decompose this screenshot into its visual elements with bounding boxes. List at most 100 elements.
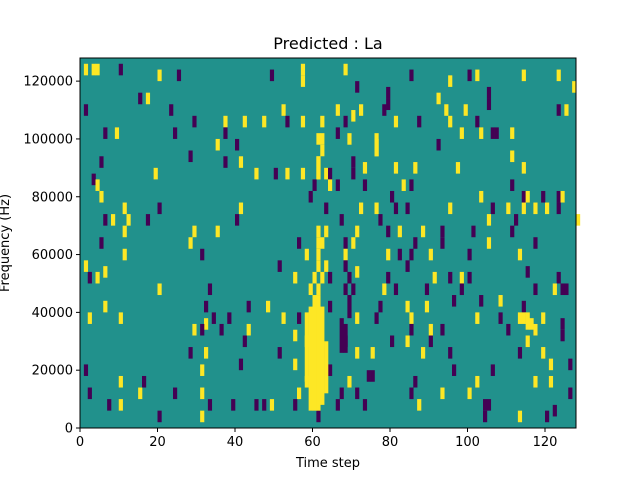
heatmap-cell	[428, 248, 433, 261]
heatmap-cell	[188, 347, 193, 359]
heatmap-cell	[432, 271, 437, 284]
heatmap-cell	[176, 69, 182, 82]
heatmap-cell	[517, 312, 523, 324]
heatmap-cell	[269, 69, 275, 82]
heatmap-cell	[355, 81, 360, 93]
heatmap-cell	[297, 312, 302, 324]
heatmap-cell	[498, 312, 503, 324]
heatmap-cell	[343, 260, 348, 272]
heatmap-cell	[525, 335, 530, 348]
heatmap-cell	[188, 237, 193, 249]
plot-area	[79, 57, 581, 429]
heatmap-band	[308, 306, 313, 411]
heatmap-cell	[362, 179, 368, 191]
heatmap-cell	[405, 202, 410, 215]
y-axis-ticks: 0 20000 40000 60000 80000 100000 120000	[23, 75, 80, 437]
heatmap-cell	[568, 358, 573, 371]
heatmap-cell	[517, 248, 523, 261]
heatmap-cell	[448, 347, 453, 359]
heatmap-cell	[351, 283, 356, 296]
heatmap-cell	[455, 162, 461, 174]
heatmap-cell	[304, 248, 309, 261]
heatmap-cell	[207, 283, 213, 296]
heatmap-cell	[308, 190, 313, 203]
heatmap-cell	[246, 300, 251, 313]
heatmap-cell	[316, 225, 321, 238]
heatmap-cell	[145, 92, 151, 105]
y-tick-label: 80000	[32, 190, 73, 205]
heatmap-cell	[467, 69, 472, 82]
heatmap-cell	[374, 202, 379, 215]
heatmap-cell	[409, 387, 414, 400]
heatmap-cell	[95, 179, 100, 191]
heatmap-cell	[436, 138, 441, 151]
heatmap-cell	[335, 127, 340, 139]
y-tick-label: 120000	[23, 75, 73, 90]
heatmap-cell	[188, 150, 193, 163]
heatmap-cell	[200, 387, 205, 400]
heatmap-cell	[242, 335, 247, 348]
heatmap-cell	[83, 260, 89, 272]
heatmap-band	[312, 295, 317, 411]
heatmap-cell	[204, 347, 209, 359]
heatmap-cell	[471, 225, 476, 238]
heatmap-cell	[517, 347, 523, 359]
heatmap-cell	[378, 214, 383, 226]
heatmap-cell	[83, 104, 89, 116]
heatmap-cell	[386, 248, 391, 261]
heatmap-cell	[281, 312, 286, 324]
heatmap-cell	[169, 104, 174, 116]
heatmap-cell	[339, 214, 344, 226]
heatmap-cell	[556, 69, 561, 82]
heatmap-cell	[514, 214, 519, 226]
heatmap-cell	[374, 312, 379, 324]
heatmap-cell	[479, 127, 484, 139]
heatmap-cell	[541, 347, 546, 359]
heatmap-cell	[405, 260, 410, 272]
heatmap-cell	[448, 75, 453, 87]
heatmap-cell	[359, 202, 364, 215]
heatmap-cell	[390, 190, 395, 203]
y-tick-label: 60000	[32, 248, 73, 263]
heatmap-cell	[448, 271, 453, 284]
heatmap-cell	[521, 202, 526, 215]
x-tick-label: 120	[533, 435, 558, 450]
heatmap-cell	[277, 347, 282, 359]
heatmap-cell	[157, 69, 162, 82]
heatmap-cell	[564, 283, 569, 296]
heatmap-cell	[421, 225, 426, 238]
heatmap-band	[347, 295, 352, 319]
heatmap-band	[529, 318, 534, 330]
heatmap-cell	[83, 63, 89, 76]
heatmap-cell	[440, 237, 445, 249]
x-axis-label: Time step	[295, 456, 360, 471]
y-tick-label: 40000	[32, 306, 73, 321]
heatmap-cell	[378, 300, 383, 313]
heatmap-cell	[417, 115, 422, 128]
heatmap-cell	[347, 375, 352, 388]
heatmap-cell	[207, 399, 213, 411]
heatmap-cell	[409, 179, 414, 191]
heatmap-cell	[452, 295, 457, 307]
heatmap-cell	[370, 347, 375, 359]
heatmap-cell	[436, 92, 441, 105]
heatmap-cell	[494, 127, 499, 139]
heatmap-cell	[111, 214, 116, 226]
heatmap-cell	[382, 283, 387, 296]
heatmap-cell	[173, 387, 178, 400]
heatmap-cell	[386, 271, 391, 284]
heatmap-cell	[219, 323, 224, 336]
heatmap-cell	[95, 63, 100, 76]
heatmap-cell	[316, 260, 321, 272]
heatmap-cell	[448, 202, 453, 215]
heatmap-cell	[335, 399, 340, 411]
heatmap-cell	[541, 312, 546, 324]
heatmap-cell	[541, 190, 546, 203]
heatmap-cell	[103, 300, 108, 313]
heatmap-cell	[440, 323, 445, 336]
heatmap-cell	[273, 167, 278, 180]
heatmap-cell	[390, 335, 395, 348]
heatmap-cell	[347, 271, 352, 284]
heatmap-cell	[517, 410, 523, 423]
